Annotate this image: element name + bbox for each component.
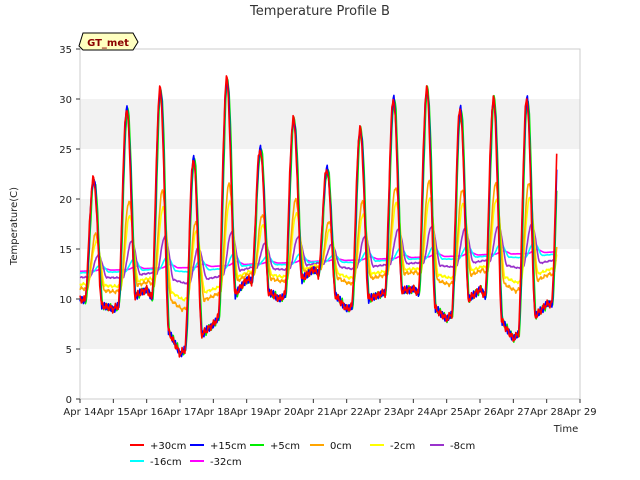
legend-label: -8cm	[450, 441, 475, 452]
x-tick-label: Apr 14	[63, 407, 96, 418]
x-tick-label: Apr 16	[130, 407, 163, 418]
x-tick-label: Apr 29	[563, 407, 596, 418]
plot-frame	[79, 48, 581, 400]
legend-label: -32cm	[210, 457, 242, 468]
x-tick-label: Apr 15	[97, 407, 130, 418]
legend: +30cm +15cm +5cm 0cm -2cm -8cm -16cm -32cm	[130, 441, 475, 468]
y-tick-label: 0	[66, 395, 72, 406]
x-tick-label: Apr 17	[163, 407, 196, 418]
legend-label: -16cm	[150, 457, 182, 468]
series-line-16cm	[79, 241, 557, 274]
chart-title: Temperature Profile B	[249, 4, 390, 19]
x-tick-label: Apr 21	[297, 407, 330, 418]
y-axis: 0 5 10 15 20 25 30 35	[59, 45, 80, 406]
x-tick-label: Apr 26	[463, 407, 496, 418]
series-lines	[79, 75, 558, 358]
x-tick-label: Apr 24	[397, 407, 430, 418]
y-tick-label: 35	[59, 45, 72, 56]
x-tick-label: Apr 27	[497, 407, 530, 418]
grid-band	[80, 99, 580, 149]
y-tick-label: 20	[59, 195, 72, 206]
grid-band	[80, 299, 580, 349]
x-tick-label: Apr 19	[230, 407, 263, 418]
y-axis-label: Temperature(C)	[9, 187, 20, 266]
badge-label: GT_met	[87, 38, 129, 49]
x-tick-label: Apr 25	[430, 407, 463, 418]
x-axis-label: Time	[553, 424, 578, 435]
x-tick-label: Apr 23	[363, 407, 396, 418]
y-tick-label: 15	[59, 245, 72, 256]
series-line-30cm	[79, 75, 558, 358]
y-tick-label: 5	[66, 345, 72, 356]
legend-label: +5cm	[270, 441, 300, 452]
legend-label: +30cm	[150, 441, 186, 452]
y-tick-label: 25	[59, 145, 72, 156]
station-badge: GT_met	[78, 32, 139, 51]
x-tick-label: Apr 20	[263, 407, 296, 418]
x-tick-label: Apr 28	[530, 407, 563, 418]
series-line-0cm	[79, 179, 558, 313]
x-tick-label: Apr 22	[330, 407, 363, 418]
legend-label: 0cm	[330, 441, 352, 452]
x-tick-label: Apr 18	[197, 407, 230, 418]
legend-label: -2cm	[390, 441, 415, 452]
y-tick-label: 30	[59, 95, 72, 106]
series-line-8cm	[79, 223, 557, 285]
y-tick-label: 10	[59, 295, 72, 306]
legend-label: +15cm	[210, 441, 246, 452]
x-axis: Apr 14 Apr 15 Apr 16 Apr 17 Apr 18 Apr 19 Apr …	[63, 399, 597, 418]
